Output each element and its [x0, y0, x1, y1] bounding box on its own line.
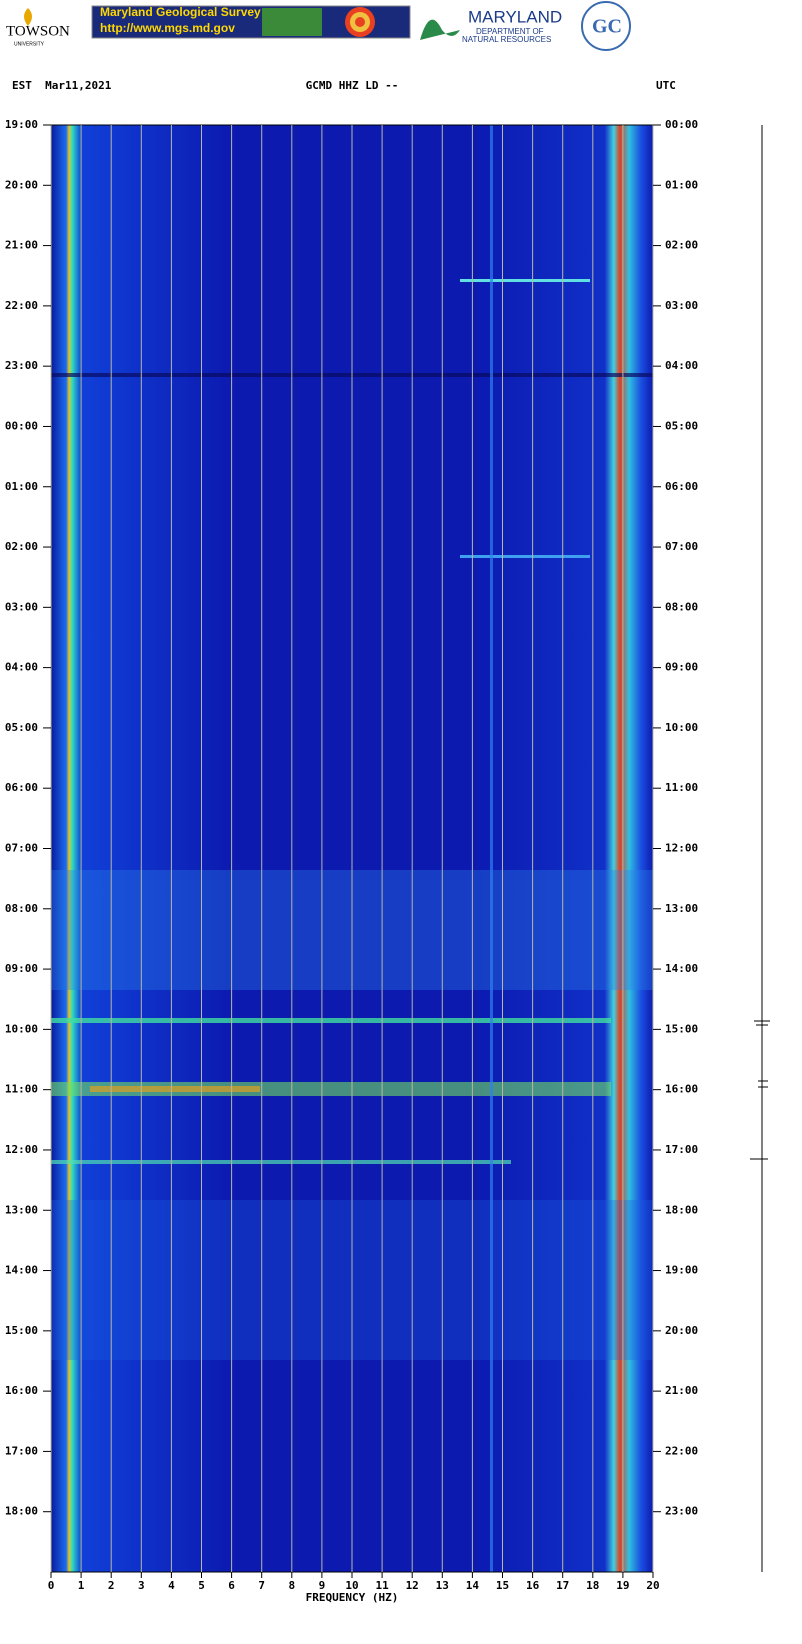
y-tick-label: 13:00: [5, 1203, 38, 1216]
y-tick-label: 01:00: [5, 480, 38, 493]
y2-tick-label: 09:00: [665, 661, 698, 674]
logo-text: TOWSON: [6, 23, 70, 39]
y2-tick-label: 08:00: [665, 600, 698, 613]
y-tick-label: 18:00: [5, 1505, 38, 1518]
x-tick-label: 15: [496, 1579, 509, 1592]
y-tick-label: 00:00: [5, 419, 38, 432]
y-tick-label: 10:00: [5, 1022, 38, 1035]
logo-text: UNIVERSITY: [14, 41, 45, 47]
x-tick-label: 6: [228, 1579, 235, 1592]
y2-tick-label: 22:00: [665, 1444, 698, 1457]
y-tick-label: 02:00: [5, 540, 38, 553]
logo-mark: GC: [592, 16, 622, 38]
y-tick-label: 12:00: [5, 1143, 38, 1156]
left-label: EST Mar11,2021: [12, 79, 112, 92]
y2-tick-label: 06:00: [665, 480, 698, 493]
y-tick-label: 19:00: [5, 118, 38, 131]
x-tick-label: 8: [288, 1579, 295, 1592]
x-tick-label: 13: [436, 1579, 449, 1592]
y2-tick-label: 23:00: [665, 1505, 698, 1518]
y-tick-label: 23:00: [5, 359, 38, 372]
y2-tick-label: 11:00: [665, 781, 698, 794]
logo-text: MARYLAND: [468, 7, 562, 26]
y2-tick-label: 07:00: [665, 540, 698, 553]
logo-text: NATURAL RESOURCES: [462, 35, 551, 44]
logo-text: http://www.mgs.md.gov: [100, 21, 235, 35]
y-tick-label: 11:00: [5, 1083, 38, 1096]
y-tick-label: 09:00: [5, 962, 38, 975]
x-tick-label: 19: [616, 1579, 629, 1592]
x-tick-label: 0: [48, 1579, 55, 1592]
logo-text: DEPARTMENT OF: [476, 27, 544, 36]
y-tick-label: 07:00: [5, 842, 38, 855]
logo-text: Maryland Geological Survey: [100, 5, 261, 19]
y-tick-label: 20:00: [5, 178, 38, 191]
y-tick-label: 16:00: [5, 1384, 38, 1397]
y2-tick-label: 17:00: [665, 1143, 698, 1156]
x-tick-label: 7: [258, 1579, 265, 1592]
x-tick-label: 2: [108, 1579, 115, 1592]
y2-tick-label: 14:00: [665, 962, 698, 975]
x-tick-label: 18: [586, 1579, 599, 1592]
y-tick-label: 03:00: [5, 600, 38, 613]
y2-tick-label: 13:00: [665, 902, 698, 915]
x-tick-label: 9: [319, 1579, 326, 1592]
y2-tick-label: 04:00: [665, 359, 698, 372]
y2-tick-label: 00:00: [665, 118, 698, 131]
y2-tick-label: 01:00: [665, 178, 698, 191]
y-tick-label: 14:00: [5, 1264, 38, 1277]
y-tick-label: 21:00: [5, 239, 38, 252]
x-tick-label: 11: [375, 1579, 389, 1592]
x-tick-label: 16: [526, 1579, 540, 1592]
x-tick-label: 20: [646, 1579, 659, 1592]
y-tick-label: 08:00: [5, 902, 38, 915]
x-tick-label: 10: [345, 1579, 358, 1592]
y2-tick-label: 18:00: [665, 1203, 698, 1216]
y2-tick-label: 02:00: [665, 239, 698, 252]
x-axis-title: FREQUENCY (HZ): [306, 1591, 399, 1604]
chart-title: GCMD HHZ LD --: [306, 79, 399, 92]
y2-tick-label: 21:00: [665, 1384, 698, 1397]
x-tick-label: 17: [556, 1579, 569, 1592]
y2-tick-label: 10:00: [665, 721, 698, 734]
logos: TOWSON UNIVERSITY Maryland Geological Su…: [6, 1, 631, 51]
y-tick-label: 04:00: [5, 661, 38, 674]
y-tick-label: 05:00: [5, 721, 38, 734]
x-tick-label: 12: [406, 1579, 419, 1592]
y2-tick-label: 15:00: [665, 1022, 698, 1035]
y2-tick-label: 03:00: [665, 299, 698, 312]
y2-tick-label: 05:00: [665, 419, 698, 432]
x-tick-label: 1: [78, 1579, 85, 1592]
y2-tick-label: 16:00: [665, 1083, 698, 1096]
y-tick-label: 06:00: [5, 781, 38, 794]
y2-tick-label: 19:00: [665, 1264, 698, 1277]
y-tick-label: 15:00: [5, 1324, 38, 1337]
x-tick-label: 3: [138, 1579, 145, 1592]
seismogram-spikes: [750, 1020, 770, 1160]
y-tick-label: 22:00: [5, 299, 38, 312]
y-tick-label: 17:00: [5, 1444, 38, 1457]
right-label: UTC: [656, 79, 676, 92]
y2-tick-label: 12:00: [665, 842, 698, 855]
x-tick-label: 4: [168, 1579, 175, 1592]
y2-tick-label: 20:00: [665, 1324, 698, 1337]
x-tick-label: 14: [466, 1579, 480, 1592]
x-tick-label: 5: [198, 1579, 205, 1592]
